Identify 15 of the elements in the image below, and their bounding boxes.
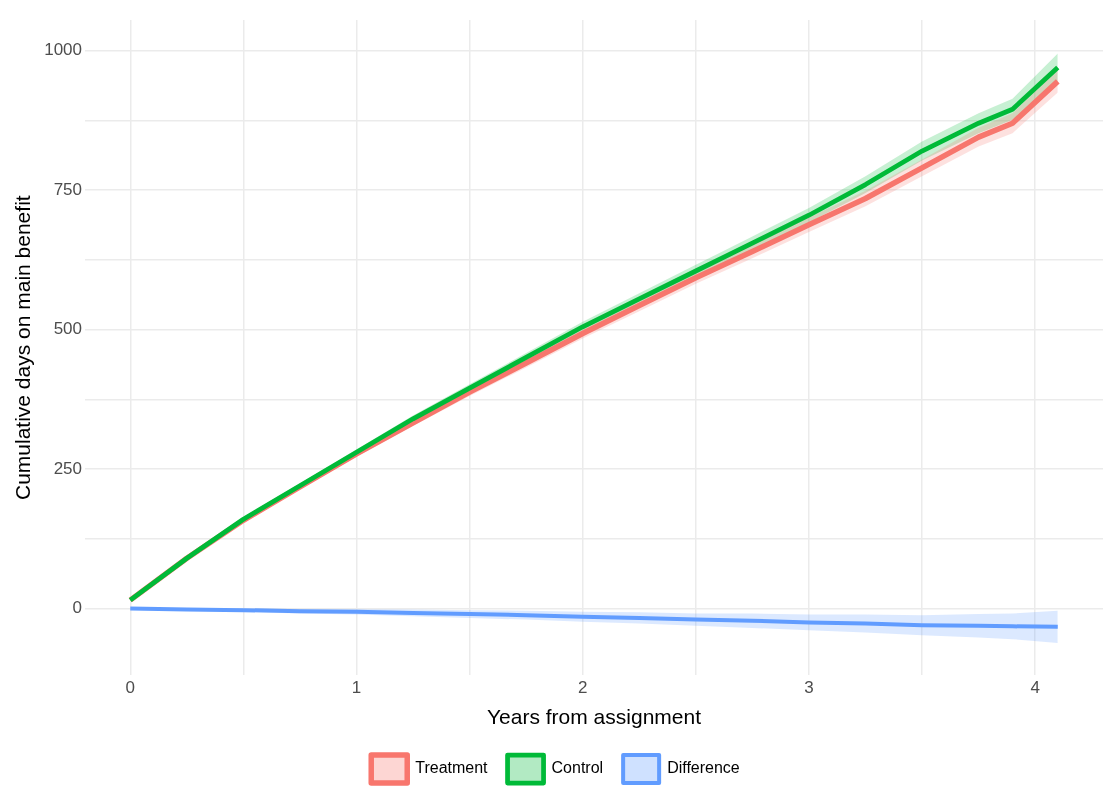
x-tick-label: 2 xyxy=(577,678,588,698)
y-tick-label: 500 xyxy=(53,319,83,339)
x-tick-label: 3 xyxy=(804,678,814,698)
y-tick-label: 1000 xyxy=(44,40,83,60)
x-tick-label: 0 xyxy=(125,678,135,698)
legend-label: Difference xyxy=(667,759,740,777)
y-tick-label: 0 xyxy=(72,598,83,618)
y-axis-title: Cumulative days on main benefit xyxy=(11,195,35,501)
legend-label: Control xyxy=(551,759,604,777)
x-tick-label: 1 xyxy=(351,678,362,698)
y-tick-label: 250 xyxy=(53,458,83,478)
x-tick-label: 4 xyxy=(1030,678,1040,698)
y-tick-label: 750 xyxy=(53,179,83,199)
legend-label: Treatment xyxy=(415,759,489,777)
x-axis-title: Years from assignment xyxy=(487,705,702,729)
